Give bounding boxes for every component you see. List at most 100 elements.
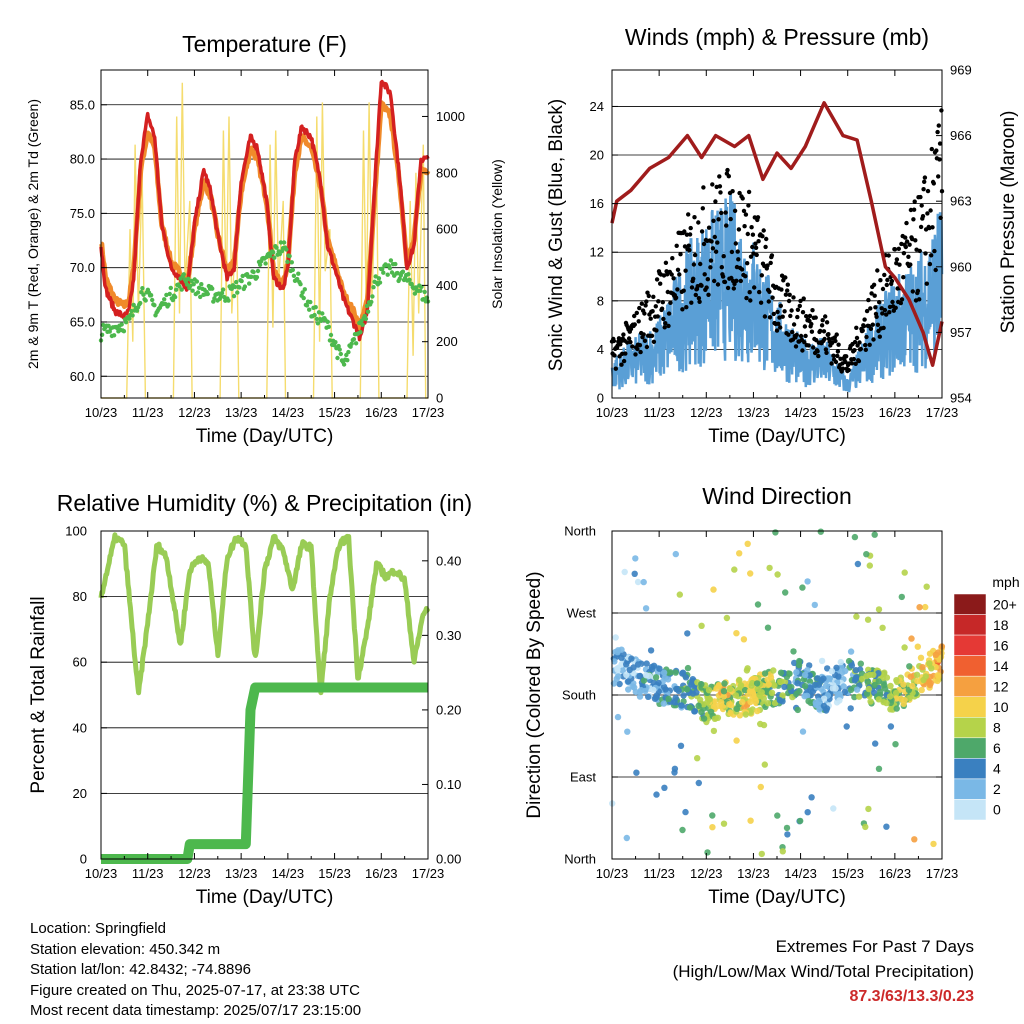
gust-point	[689, 300, 694, 305]
gust-point	[770, 295, 775, 300]
direction-point	[623, 671, 630, 678]
gust-point	[908, 207, 914, 213]
gust-point	[920, 214, 926, 219]
direction-point	[741, 686, 749, 694]
x-tick-label: 14/23	[272, 405, 305, 420]
gust-point	[813, 315, 818, 320]
colorbar-label: 16	[993, 637, 1009, 653]
dewpoint-point	[388, 258, 394, 263]
direction-point	[632, 688, 639, 696]
gust-point	[811, 345, 816, 350]
direction-point	[764, 624, 772, 631]
direction-point	[804, 578, 811, 585]
gust-point	[919, 203, 924, 208]
gust-point	[661, 316, 666, 322]
gust-point	[696, 296, 702, 301]
dewpoint-point	[249, 274, 254, 279]
gust-point	[625, 340, 630, 345]
gust-point	[912, 199, 917, 204]
direction-point	[909, 682, 916, 690]
dewpoint-point	[123, 320, 129, 325]
gust-point	[868, 306, 873, 311]
gust-point	[663, 321, 668, 326]
gust-point	[713, 249, 719, 254]
direction-point	[614, 713, 622, 721]
y2-tick-label: 963	[950, 194, 972, 209]
gust-point	[882, 307, 888, 313]
dewpoint-point	[168, 285, 173, 291]
direction-point	[865, 685, 872, 693]
direction-point	[758, 850, 765, 858]
gust-point	[906, 254, 911, 259]
direction-point	[855, 693, 863, 700]
gust-point	[626, 336, 632, 341]
direction-point	[911, 836, 918, 843]
gust-point	[768, 260, 773, 266]
gust-point	[762, 314, 768, 319]
dewpoint-point	[406, 272, 411, 277]
dewpoint-point	[358, 330, 363, 335]
x-tick-label: 16/23	[365, 866, 398, 881]
gust-point	[819, 323, 825, 328]
colorbar-label: 2	[993, 781, 1001, 797]
gust-point	[747, 290, 752, 295]
direction-point	[624, 728, 631, 735]
direction-point	[784, 831, 791, 838]
gust-point	[778, 325, 783, 330]
direction-point	[908, 635, 915, 642]
direction-point	[913, 671, 921, 678]
direction-point	[922, 603, 929, 611]
direction-point	[866, 562, 873, 569]
direction-point	[774, 571, 781, 578]
gust-point	[921, 187, 926, 192]
colorbar-title: mph	[992, 574, 1019, 590]
direction-point	[709, 824, 716, 831]
direction-point	[871, 531, 878, 538]
direction-point	[747, 817, 754, 824]
direction-point	[923, 583, 930, 590]
gust-point	[734, 278, 739, 283]
dewpoint-point	[274, 245, 279, 250]
gust-point	[754, 252, 759, 258]
gust-point	[642, 338, 648, 343]
direction-point	[621, 568, 628, 576]
direction-point	[611, 658, 618, 665]
direction-point	[820, 695, 828, 702]
x-tick-label: 10/23	[85, 866, 118, 881]
gust-point	[616, 336, 622, 341]
direction-point	[795, 661, 803, 669]
colorbar-swatch	[953, 758, 987, 780]
gust-point	[740, 196, 745, 201]
gust-point	[785, 288, 790, 293]
direction-point	[634, 578, 642, 586]
gust-point	[849, 361, 855, 366]
extremes-title: Extremes For Past 7 Days	[775, 937, 974, 956]
extremes-subtitle: (High/Low/Max Wind/Total Precipitation)	[672, 962, 974, 981]
gust-point	[659, 306, 665, 311]
gust-point	[759, 273, 764, 278]
gust-point	[821, 329, 827, 334]
direction-point	[680, 692, 687, 699]
gust-point	[800, 310, 806, 315]
gust-point	[668, 300, 673, 305]
elevation-text: Station elevation: 450.342 m	[30, 940, 221, 958]
gust-point	[791, 322, 797, 327]
direction-point	[645, 672, 653, 679]
dewpoint-point	[316, 310, 322, 315]
direction-point	[672, 669, 679, 676]
gust-point	[823, 314, 828, 319]
gust-point	[873, 305, 878, 310]
gust-point	[634, 310, 639, 316]
gust-point	[915, 288, 921, 294]
gust-point	[736, 227, 742, 232]
dewpoint-point	[251, 269, 256, 275]
direction-point	[851, 533, 859, 541]
direction-point	[887, 723, 895, 730]
colorbar-swatch	[953, 655, 987, 677]
dewpoint-point	[186, 276, 191, 281]
direction-point	[865, 805, 872, 813]
direction-point	[936, 656, 943, 663]
y2-axis-label: Solar Insolation (Yellow)	[489, 159, 505, 309]
direction-point	[875, 678, 882, 685]
dewpoint-point	[129, 308, 134, 314]
